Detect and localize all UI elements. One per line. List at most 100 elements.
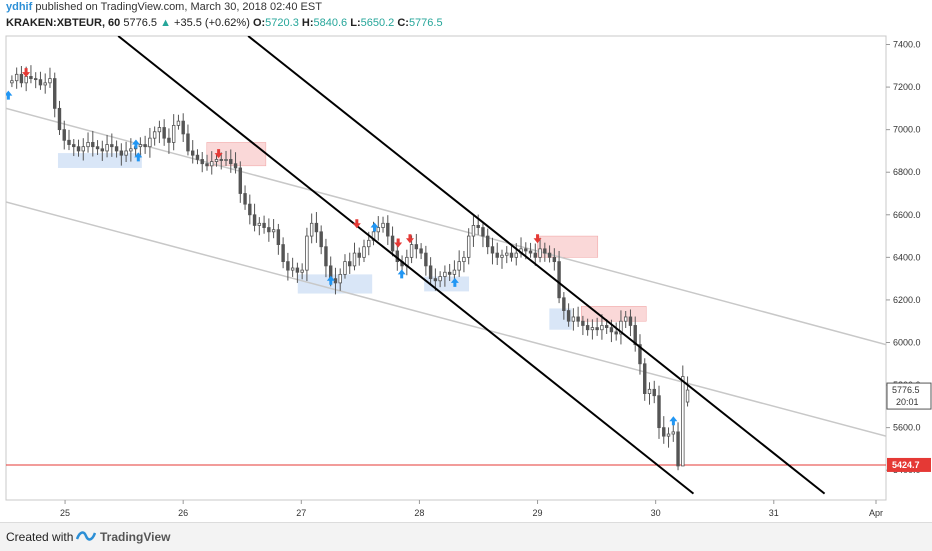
candle-body: [19, 73, 24, 84]
sell-arrow-icon: [352, 219, 361, 229]
close-label: C:: [397, 17, 409, 29]
candle-body: [195, 154, 200, 160]
candle-body: [414, 244, 419, 250]
x-tick-label: 30: [651, 508, 661, 518]
candle-body: [14, 73, 19, 82]
last-price: 5776.5: [123, 17, 158, 29]
y-tick-label: 6400.0: [893, 252, 921, 262]
countdown-label: 20:01: [896, 397, 919, 407]
candle-body: [229, 159, 233, 165]
candle-body: [72, 144, 76, 148]
price-chart[interactable]: 5400.05600.05800.06000.06200.06400.06600…: [0, 0, 932, 522]
trend-line: [117, 36, 695, 495]
candle-body: [305, 235, 309, 271]
sell-arrow-icon: [405, 234, 414, 244]
y-tick-label: 6200.0: [893, 295, 921, 305]
candle-body: [600, 325, 604, 331]
candle-body: [33, 78, 38, 81]
x-tick-label: 27: [296, 508, 306, 518]
candle-body: [352, 252, 357, 267]
candle-body: [276, 229, 281, 245]
candle-body: [143, 144, 147, 148]
candle-body: [486, 235, 490, 248]
candle-body: [248, 203, 252, 216]
candle-body: [643, 363, 647, 394]
buy-arrow-icon: [669, 416, 678, 426]
candle-body: [171, 124, 176, 143]
x-tick-label: 25: [60, 508, 70, 518]
candle-body: [162, 127, 166, 139]
candle-body: [476, 225, 480, 228]
candle-body: [662, 427, 666, 437]
candle-body: [357, 252, 361, 258]
channel-line: [6, 201, 886, 437]
candle-body: [233, 163, 238, 169]
candle-body: [119, 150, 124, 156]
candle-body: [471, 225, 476, 237]
candle-body: [490, 246, 495, 254]
candle-body: [181, 120, 185, 135]
candle-body: [129, 148, 133, 152]
ohlc-legend: KRAKEN:XBTEUR, 60 5776.5 ▲ +35.5 (+0.62%…: [6, 17, 443, 29]
sell-arrow-icon: [533, 234, 542, 244]
last-price-tag: [886, 382, 932, 410]
candle-body: [638, 344, 642, 365]
candle-body: [595, 327, 599, 331]
candle-body: [338, 273, 342, 284]
candle-body: [571, 316, 576, 322]
candle-body: [619, 320, 623, 335]
candle-body: [295, 267, 300, 273]
candle-body: [585, 325, 590, 331]
candle-body: [647, 388, 652, 394]
candle-body: [238, 167, 243, 194]
open-value: 5720.3: [265, 17, 299, 29]
candle-body: [443, 271, 447, 277]
candle-body: [309, 222, 314, 237]
candle-body: [628, 316, 633, 326]
y-tick-label: 7000.0: [893, 125, 921, 135]
candle-body: [652, 388, 656, 397]
footer-bar: Created with TradingView: [0, 522, 932, 551]
y-tick-label: 6000.0: [893, 337, 921, 347]
publisher-username[interactable]: ydhif: [6, 1, 33, 13]
candle-body: [186, 133, 190, 152]
channel-line: [6, 107, 886, 346]
candle-body: [257, 222, 262, 226]
candle-body: [428, 265, 433, 280]
candle-body: [614, 331, 618, 335]
candle-body: [566, 310, 571, 322]
candle-body: [300, 269, 304, 273]
candle-body: [533, 252, 538, 258]
candle-body: [681, 376, 685, 467]
tradingview-logo-icon[interactable]: [75, 529, 97, 548]
open-label: O:: [252, 17, 266, 29]
support-price-tag: [887, 457, 931, 472]
candle-body: [424, 252, 428, 267]
candle-body: [210, 161, 214, 167]
candle-body: [157, 127, 162, 133]
buy-arrow-icon: [134, 152, 143, 162]
candle-body: [671, 431, 675, 435]
y-tick-label: 6800.0: [893, 167, 921, 177]
candle-body: [91, 142, 95, 148]
candle-body: [348, 261, 352, 267]
candle-body: [581, 320, 585, 326]
x-tick-label: 29: [533, 508, 543, 518]
candle-body: [481, 227, 485, 237]
candle-body: [205, 163, 209, 167]
buy-arrow-icon: [370, 222, 379, 232]
tradingview-brand[interactable]: TradingView: [100, 530, 171, 544]
published-text: published on TradingView.com, March 30, …: [35, 1, 322, 13]
candle-body: [24, 76, 28, 84]
candle-body: [623, 316, 628, 322]
plot-layer: [6, 36, 886, 495]
candle-body: [524, 248, 528, 252]
y-tick-label: 5600.0: [893, 423, 921, 433]
candle-body: [290, 267, 295, 271]
candle-body: [604, 325, 609, 328]
candle-body: [457, 261, 461, 271]
candle-body: [138, 144, 143, 148]
candle-body: [390, 235, 395, 252]
support-price-label: 5424.7: [892, 460, 920, 470]
demand-zone: [57, 153, 142, 168]
